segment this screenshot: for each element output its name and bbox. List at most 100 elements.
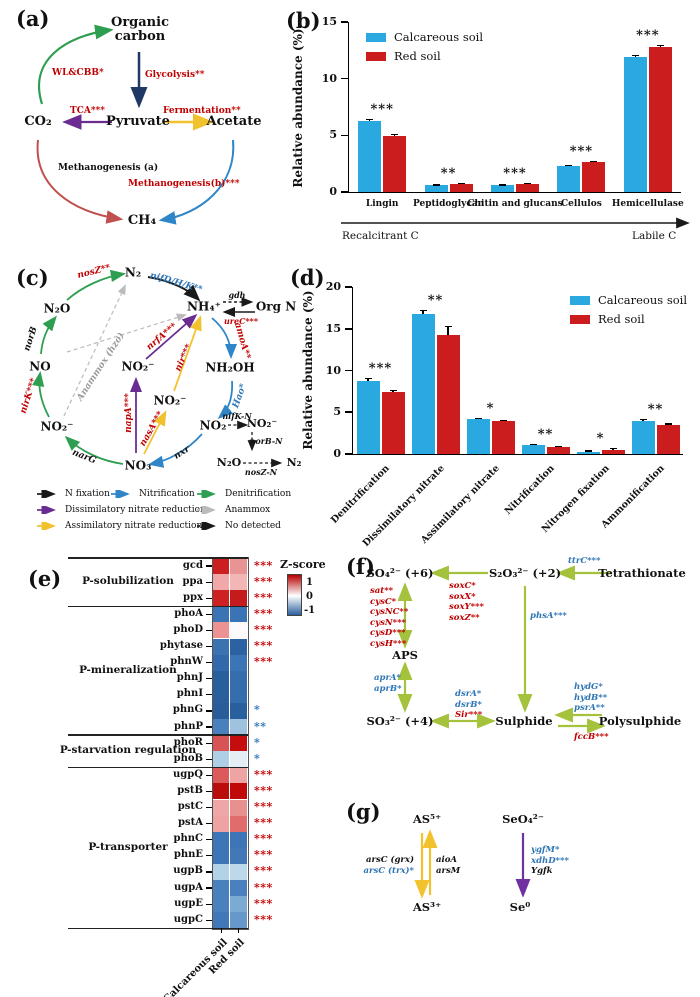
error-bar-cap — [499, 420, 507, 422]
legend-label: N fixation — [65, 489, 110, 499]
gene-row-tick — [206, 710, 212, 712]
node-tetrathionate: Tetrathionate — [598, 565, 686, 580]
legend-label: Dissimilatory nitrate reduction — [65, 505, 206, 515]
x-category-label: Chitin and glucans — [467, 199, 563, 209]
gene-row-label: phytase — [159, 640, 203, 652]
heatmap-cell — [213, 702, 230, 719]
heatmap-group-label: P-solubilization — [82, 575, 174, 588]
gene-label: ygfM* — [531, 845, 560, 855]
panel-b-label: (b) — [286, 8, 321, 33]
node-ch4: CH₄ — [127, 212, 157, 228]
panel-g: (g) AS⁵⁺ AS³⁺ SeO₄²⁻ Se⁰ arsC (grx) arsC … — [330, 795, 700, 997]
gene-row-label: pstB — [177, 784, 203, 796]
gene-label: soxZ** — [449, 612, 480, 623]
gene-row-label: ppx — [183, 591, 203, 603]
panel-d-label: (d) — [290, 265, 325, 290]
significance-stars: *** — [254, 783, 273, 797]
panel-f: (f) SO₄²⁻ (+6) S₂O₃²⁻ (+2) Tetrathionate… — [330, 550, 700, 795]
significance-stars: *** — [254, 655, 273, 669]
heatmap-separator — [68, 927, 248, 930]
significance-stars: * — [254, 735, 261, 749]
axis-note-labile: Labile C — [632, 230, 677, 242]
bar-red-soil — [656, 424, 680, 454]
y-tick-mark — [345, 411, 352, 414]
bar-red-soil — [491, 421, 515, 454]
heatmap-cell — [230, 702, 247, 719]
bar-red-soil — [582, 161, 606, 192]
heatmap-group-label: P-starvation regulation — [59, 744, 197, 757]
gene-row-label: phnC — [173, 833, 204, 845]
gene-row-tick — [206, 581, 212, 583]
heatmap-cell — [213, 654, 230, 671]
bar-red-soil — [648, 46, 672, 192]
gene-label: soxC* — [449, 581, 476, 591]
gene-norB-N: norB-N — [249, 436, 283, 446]
gene-label: hydB** — [574, 692, 608, 703]
gene-row-tick — [206, 726, 212, 728]
node-pyruvate: Pyruvate — [106, 113, 170, 129]
panel-a: (a) Organic carbon Pyruvate Acetate CO₂ … — [0, 0, 280, 252]
heatmap-cell — [230, 622, 247, 639]
gene-row-tick — [206, 903, 212, 905]
legend-label: Calcareous soil — [598, 293, 688, 307]
gene-row-tick — [206, 662, 212, 664]
legend-arrow-swatch — [197, 506, 216, 514]
heatmap-cell — [230, 686, 247, 703]
edge-wl-cbb-arrow — [38, 24, 114, 105]
significance-stars: *** — [254, 864, 273, 878]
nitrogen-cycle-arrows — [32, 269, 283, 468]
zscore-gradient-bar — [287, 574, 302, 616]
y-tick-label: 0 — [333, 447, 341, 460]
zscore-tick-neg1: -1 — [304, 605, 316, 616]
error-bar-line — [447, 326, 449, 336]
y-tick-mark — [341, 134, 348, 137]
heatmap-cell — [230, 863, 247, 880]
significance-stars: *** — [254, 639, 273, 653]
gene-stack-hyd: hydG* hydB** psrA** — [574, 682, 607, 714]
sulfur-cycle-arrows — [397, 565, 612, 734]
heatmap-cell — [213, 622, 230, 639]
bar-calcareous-soil — [356, 380, 380, 454]
heatmap-group-label: P-mineralization — [79, 663, 177, 676]
heatmap-cell — [213, 558, 230, 575]
bar-calcareous-soil — [576, 451, 600, 454]
x-category-label: Ammonification — [598, 463, 667, 531]
legend-label: Calcareous soil — [394, 30, 484, 44]
gene-row-tick — [206, 597, 212, 599]
node-n2o: N₂O — [43, 301, 71, 316]
gene-stack-ttr: ttrC*** — [568, 556, 600, 567]
error-bar-cap — [474, 417, 482, 419]
bar-red-soil — [546, 447, 570, 454]
heatmap-cell — [213, 719, 230, 736]
gene-row-label: phnP — [173, 720, 203, 732]
gene-gdh: gdh — [228, 290, 246, 300]
y-tick-mark — [341, 191, 348, 193]
y-tick-label: 15 — [325, 321, 341, 335]
x-category-label: Denitrification — [328, 463, 392, 526]
heatmap-cell — [230, 735, 247, 752]
y-tick-label: 15 — [321, 15, 337, 28]
bar-red-soil — [436, 335, 460, 454]
gene-stack-sox: soxC* soxX* soxY*** soxZ** — [449, 581, 484, 623]
gene-label: cysH*** — [370, 638, 407, 649]
significance-stars: ** — [647, 401, 664, 417]
gene-label: hydG* — [574, 682, 603, 692]
heatmap-cell — [213, 863, 230, 880]
heatmap-cell — [213, 735, 230, 752]
significance-stars: *** — [254, 848, 273, 862]
node-n2o-small: N₂O — [216, 456, 242, 470]
zscore-tick-0: 0 — [306, 591, 313, 602]
gene-row-label: phnE — [173, 849, 203, 861]
plot-area: 0 5 10 15 20 *** ** * ** * ** — [326, 280, 683, 460]
heatmap-separator — [68, 557, 248, 559]
chart-legend: Calcareous soil Red soil — [366, 30, 483, 63]
legend-item: Red soil — [570, 312, 687, 326]
edge-hao-arrow — [217, 380, 234, 420]
heatmap-cell — [213, 638, 230, 655]
bar-red-soil — [601, 449, 625, 454]
x-category-label: Nitrification — [502, 463, 557, 518]
heatmap-cell — [230, 751, 247, 768]
legend-item-assimilatory-nitrate-reduction: Assimilatory nitrate reduction — [36, 521, 202, 531]
gene-row-tick — [206, 565, 212, 567]
error-bar-cap — [529, 443, 537, 445]
